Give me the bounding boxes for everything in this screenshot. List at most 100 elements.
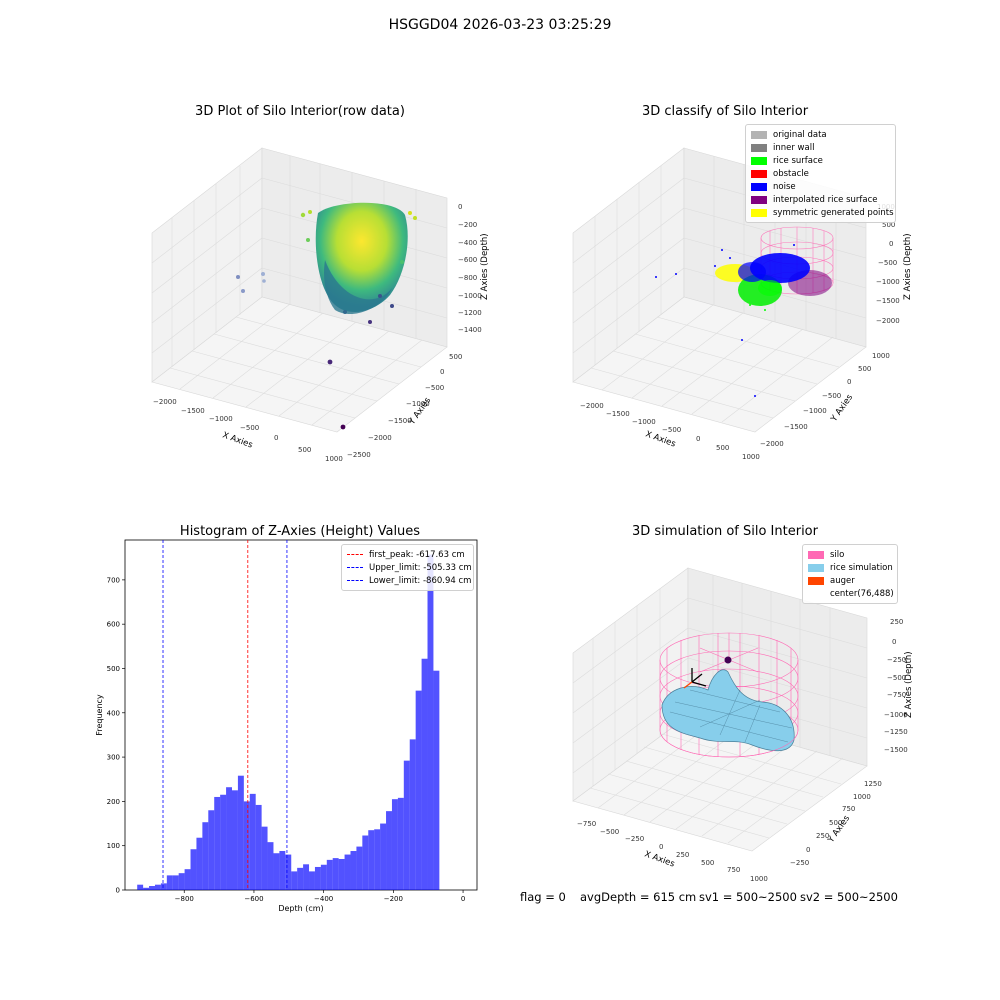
histogram-bar: [421, 658, 428, 890]
legend-entry: silo: [808, 548, 892, 561]
raw-xtick: 1000: [325, 455, 343, 463]
legend-entry: first_peak: -617.63 cm: [347, 548, 468, 561]
histogram-xtick-label: −800: [175, 895, 194, 903]
histogram-bar: [303, 864, 310, 890]
histogram-xtick-label: −200: [384, 895, 403, 903]
histogram-vlines: [162, 540, 288, 890]
legend-label: rice simulation: [830, 562, 893, 573]
histogram-bar: [154, 884, 161, 890]
legend-line: [347, 554, 363, 555]
figure-suptitle: HSGGD04 2026-03-23 03:25:29: [388, 17, 612, 33]
histogram-legend: first_peak: -617.63 cm Upper_limit: -505…: [341, 544, 474, 591]
histogram-bar: [344, 854, 351, 890]
raw-ytick: −2500: [347, 451, 371, 459]
histogram-bar: [368, 830, 375, 890]
raw-tick-labels: −2000 −1500 −1000 −500 0 500 1000 −2500 …: [153, 203, 482, 463]
simulation-xtick: −250: [625, 835, 644, 843]
simulation-xtick: 250: [676, 851, 689, 859]
legend-entry: interpolated rice surface: [751, 193, 890, 206]
simulation-ytick: 1250: [864, 780, 882, 788]
histogram-bar: [415, 690, 422, 890]
histogram-bar: [202, 822, 209, 890]
histogram-bar: [190, 849, 197, 890]
classify-xtick: 0: [696, 435, 700, 443]
simulation-plot-title: 3D simulation of Silo Interior: [632, 524, 818, 539]
raw-ytick: −2000: [368, 434, 392, 442]
legend-entry: symmetric generated points: [751, 206, 894, 219]
histogram-bar: [249, 793, 256, 890]
simulation-ztick: −250: [887, 656, 906, 664]
classify-ztick: −2000: [876, 317, 900, 325]
histogram-ytick-label: 200: [107, 798, 120, 806]
raw-plot-title: 3D Plot of Silo Interior(row data): [195, 104, 405, 119]
simulation-xlabel: X Axies: [643, 849, 676, 869]
histogram-bar: [291, 871, 298, 890]
status-sv2: sv2 = 500~2500: [800, 890, 898, 904]
raw-ztick: 0: [458, 203, 462, 211]
legend-swatch: [808, 563, 824, 572]
histogram-bar: [309, 871, 315, 890]
histogram-bar: [243, 801, 250, 890]
raw-xtick: −1500: [181, 407, 205, 415]
histogram-xlabel: Depth (cm): [278, 904, 323, 913]
raw-xtick: −1000: [209, 415, 233, 423]
raw-ztick: −400: [458, 239, 477, 247]
simulation-ytick: 500: [829, 819, 842, 827]
status-sv1: sv1 = 500~2500: [699, 890, 797, 904]
status-flag: flag = 0: [520, 890, 566, 904]
raw-ytick: −1500: [388, 417, 412, 425]
classify-legend: original data inner wall rice surface ob…: [745, 124, 896, 223]
legend-entry: noise: [751, 180, 890, 193]
raw-ytick: −1000: [406, 400, 430, 408]
classify-plot-title: 3D classify of Silo Interior: [641, 104, 809, 119]
histogram-bar: [196, 837, 203, 890]
histogram-bar: [166, 875, 173, 890]
histogram-ytick-label: 0: [116, 887, 120, 895]
raw-xtick: −500: [240, 424, 259, 432]
histogram-bar: [374, 829, 381, 890]
legend-swatch: [751, 143, 767, 152]
legend-entry: obstacle: [751, 167, 890, 180]
raw-point-cloud: [236, 202, 417, 430]
histogram-bar: [314, 866, 321, 890]
histogram-bar: [409, 739, 416, 890]
histogram-ytick-label: 500: [107, 665, 120, 673]
simulation-xtick: 1000: [750, 875, 768, 883]
simulation-rice-surface: [661, 669, 795, 752]
histogram-bar: [214, 796, 221, 890]
histogram-ylabel: Frequency: [95, 694, 104, 736]
status-avg-depth: avgDepth = 615 cm: [580, 890, 697, 904]
raw-xtick: 0: [274, 434, 278, 442]
raw-ztick: −200: [458, 221, 477, 229]
histogram-ticks: −800 −600 −400 −200 0 0 100 200 300 400 500 600 700: [107, 576, 466, 903]
raw-ztick: −600: [458, 256, 477, 264]
histogram-bar: [320, 864, 327, 890]
simulation-zlabel: Z Axies (Depth): [904, 651, 914, 718]
histogram-bar: [208, 810, 215, 890]
classify-xtick: −500: [662, 426, 681, 434]
simulation-xtick: 0: [659, 843, 663, 851]
simulation-ztick: −1250: [884, 728, 908, 736]
raw-xtick: −2000: [153, 398, 177, 406]
simulation-ytick: 1000: [853, 793, 871, 801]
histogram-bar: [143, 887, 150, 890]
histogram-ytick-label: 600: [107, 621, 120, 629]
classify-ztick: −1500: [876, 297, 900, 305]
legend-entry: Upper_limit: -505.33 cm: [347, 561, 472, 574]
histogram-bar: [237, 775, 244, 890]
histogram-bar: [160, 883, 167, 890]
histogram-ytick-label: 100: [107, 842, 120, 850]
histogram-bar: [267, 842, 274, 890]
classify-xtick: −2000: [580, 402, 604, 410]
simulation-xtick: −500: [600, 828, 619, 836]
legend-label: center(76,488): [830, 588, 894, 599]
raw-ytick: −500: [425, 384, 444, 392]
simulation-ztick: 0: [892, 638, 896, 646]
histogram-bar: [255, 804, 262, 890]
simulation-ytick: 750: [842, 805, 855, 813]
legend-entry: inner wall: [751, 141, 890, 154]
legend-label: Upper_limit: -505.33 cm: [369, 562, 472, 573]
legend-label: silo: [830, 549, 845, 560]
histogram-bar: [350, 851, 357, 890]
